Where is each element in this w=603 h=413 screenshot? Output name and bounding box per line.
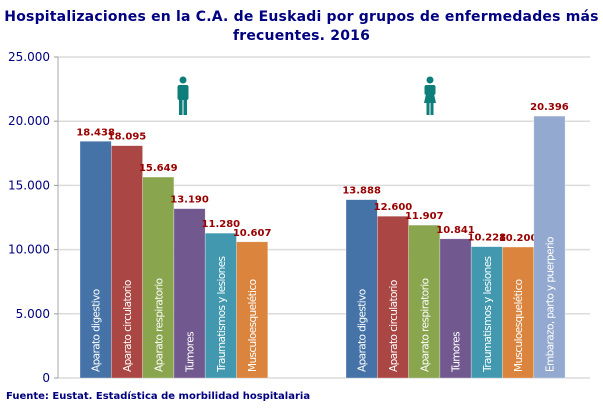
data-label: 15.649 xyxy=(139,163,178,174)
bar-category-label: Tumores xyxy=(451,332,463,373)
source-note: Fuente: Eustat. Estadística de morbilida… xyxy=(6,391,311,402)
bar-category-label: Aparato circulatorio xyxy=(122,280,134,372)
data-label: 10.841 xyxy=(436,225,475,236)
bar-category-label: Musculoesquelético xyxy=(513,279,525,372)
data-label: 18.095 xyxy=(108,132,147,143)
data-label: 13.190 xyxy=(170,195,209,206)
bar-category-label: Embarazo, parto y puerperio xyxy=(544,237,556,372)
bar-category-label: Aparato digestivo xyxy=(357,289,369,372)
chart-title: Hospitalizaciones en la C.A. de Euskadi … xyxy=(4,9,599,44)
y-tick-label: 10.000 xyxy=(8,243,50,257)
bar xyxy=(345,199,378,379)
y-tick-label: 25.000 xyxy=(8,50,50,64)
bar-category-label: Aparato circulatorio xyxy=(388,280,400,372)
data-label: 13.888 xyxy=(342,186,381,197)
bar xyxy=(408,224,441,379)
bar-category-label: Traumatismos y lesiones xyxy=(216,256,228,373)
bar xyxy=(173,208,206,379)
male-icon xyxy=(177,76,189,115)
data-label: 18.438 xyxy=(76,127,115,138)
bar xyxy=(502,246,535,379)
bar-category-label: Aparato respiratorio xyxy=(153,278,165,372)
bar xyxy=(376,215,409,379)
data-label: 12.600 xyxy=(374,202,413,213)
y-tick-label: 20.000 xyxy=(8,114,50,128)
bar-category-label: Tumores xyxy=(185,332,197,373)
bar xyxy=(204,232,237,379)
bar xyxy=(533,115,566,379)
data-label: 10.200 xyxy=(499,233,538,244)
bar-category-label: Aparato digestivo xyxy=(91,289,103,372)
data-label: 10.228 xyxy=(468,233,507,244)
bar xyxy=(439,238,472,379)
y-tick-label: 5.000 xyxy=(16,307,50,321)
bar xyxy=(79,140,112,379)
y-tick-label: 15.000 xyxy=(8,178,50,192)
bar xyxy=(470,246,503,379)
data-label: 20.396 xyxy=(530,102,569,113)
data-label: 11.280 xyxy=(202,219,241,230)
bar-category-label: Aparato respiratorio xyxy=(419,278,431,372)
bar-category-label: Musculoesquelético xyxy=(247,279,259,372)
y-tick-label: 0 xyxy=(42,371,50,385)
data-label: 10.607 xyxy=(233,228,272,239)
bar xyxy=(236,241,269,379)
female-icon xyxy=(424,76,436,115)
bar-category-label: Traumatismos y lesiones xyxy=(482,256,494,373)
data-label: 11.907 xyxy=(405,211,444,222)
